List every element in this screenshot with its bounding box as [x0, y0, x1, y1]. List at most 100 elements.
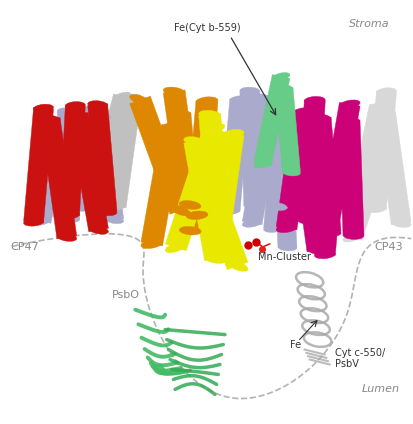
Polygon shape: [375, 112, 410, 225]
Ellipse shape: [272, 73, 289, 80]
Ellipse shape: [140, 240, 162, 248]
Polygon shape: [313, 145, 344, 256]
Polygon shape: [297, 100, 325, 220]
Text: Mn-Cluster: Mn-Cluster: [257, 252, 310, 262]
Ellipse shape: [93, 113, 111, 120]
Ellipse shape: [198, 110, 220, 119]
Ellipse shape: [57, 233, 76, 241]
Polygon shape: [186, 100, 217, 216]
Ellipse shape: [169, 109, 190, 118]
Ellipse shape: [204, 254, 225, 263]
Ellipse shape: [65, 102, 85, 109]
Ellipse shape: [75, 204, 93, 211]
Ellipse shape: [252, 94, 271, 102]
Polygon shape: [253, 75, 289, 166]
Polygon shape: [309, 117, 340, 233]
Polygon shape: [107, 97, 141, 208]
Ellipse shape: [242, 219, 261, 227]
Ellipse shape: [323, 141, 344, 150]
Polygon shape: [68, 112, 108, 232]
Ellipse shape: [183, 137, 205, 146]
Polygon shape: [57, 111, 80, 219]
Ellipse shape: [40, 115, 60, 123]
Ellipse shape: [342, 232, 361, 242]
Ellipse shape: [83, 105, 102, 112]
Ellipse shape: [272, 139, 291, 146]
Ellipse shape: [272, 118, 291, 125]
Ellipse shape: [165, 242, 186, 253]
Ellipse shape: [107, 203, 126, 210]
Text: Cyt c-550/
PsbV: Cyt c-550/ PsbV: [334, 348, 384, 369]
Ellipse shape: [97, 208, 117, 216]
Polygon shape: [75, 108, 102, 209]
Ellipse shape: [376, 88, 396, 95]
Ellipse shape: [339, 100, 359, 109]
Ellipse shape: [366, 205, 385, 213]
Polygon shape: [366, 91, 396, 209]
Text: CP43: CP43: [374, 242, 402, 252]
Polygon shape: [40, 117, 76, 239]
Ellipse shape: [275, 224, 296, 233]
Ellipse shape: [390, 219, 410, 227]
Ellipse shape: [229, 96, 249, 103]
Polygon shape: [272, 142, 296, 248]
Ellipse shape: [203, 124, 224, 134]
Polygon shape: [345, 104, 388, 220]
Ellipse shape: [57, 108, 76, 115]
Text: CP47: CP47: [11, 242, 39, 252]
Ellipse shape: [278, 244, 296, 251]
Ellipse shape: [274, 85, 292, 92]
Polygon shape: [24, 107, 53, 223]
Text: Stroma: Stroma: [348, 19, 389, 29]
Polygon shape: [274, 87, 299, 173]
Ellipse shape: [369, 102, 388, 110]
Ellipse shape: [306, 246, 327, 254]
Ellipse shape: [243, 202, 263, 209]
Ellipse shape: [267, 203, 287, 210]
Ellipse shape: [205, 246, 227, 255]
Polygon shape: [198, 114, 230, 237]
Ellipse shape: [263, 225, 282, 232]
Ellipse shape: [188, 153, 208, 164]
Ellipse shape: [375, 109, 394, 117]
Ellipse shape: [261, 109, 281, 117]
Polygon shape: [165, 126, 224, 251]
Ellipse shape: [304, 96, 325, 104]
Ellipse shape: [33, 104, 53, 112]
Polygon shape: [188, 154, 247, 270]
Ellipse shape: [179, 201, 200, 209]
Text: Fe(Cyt b-559): Fe(Cyt b-559): [173, 22, 240, 33]
Ellipse shape: [61, 215, 80, 223]
Ellipse shape: [129, 95, 150, 105]
Ellipse shape: [297, 216, 318, 224]
Polygon shape: [163, 90, 200, 206]
Ellipse shape: [319, 228, 340, 236]
Ellipse shape: [179, 226, 201, 235]
Polygon shape: [275, 111, 313, 230]
Ellipse shape: [239, 87, 259, 95]
Polygon shape: [338, 120, 363, 236]
Ellipse shape: [342, 232, 363, 240]
Ellipse shape: [338, 117, 359, 125]
Ellipse shape: [163, 87, 185, 96]
Ellipse shape: [220, 207, 240, 215]
Ellipse shape: [186, 211, 207, 220]
Polygon shape: [129, 96, 190, 214]
Polygon shape: [93, 115, 123, 221]
Polygon shape: [85, 94, 131, 203]
Polygon shape: [169, 113, 201, 232]
Ellipse shape: [309, 114, 330, 122]
Polygon shape: [252, 97, 287, 208]
Polygon shape: [205, 132, 243, 252]
Polygon shape: [59, 105, 85, 215]
Text: Lumen: Lumen: [361, 385, 399, 394]
Ellipse shape: [88, 100, 107, 109]
Text: Fe: Fe: [289, 340, 300, 349]
Polygon shape: [242, 112, 281, 225]
Ellipse shape: [59, 211, 79, 219]
Ellipse shape: [209, 232, 230, 240]
Ellipse shape: [291, 136, 311, 144]
Polygon shape: [183, 139, 225, 261]
Ellipse shape: [313, 251, 335, 259]
Ellipse shape: [318, 216, 339, 224]
